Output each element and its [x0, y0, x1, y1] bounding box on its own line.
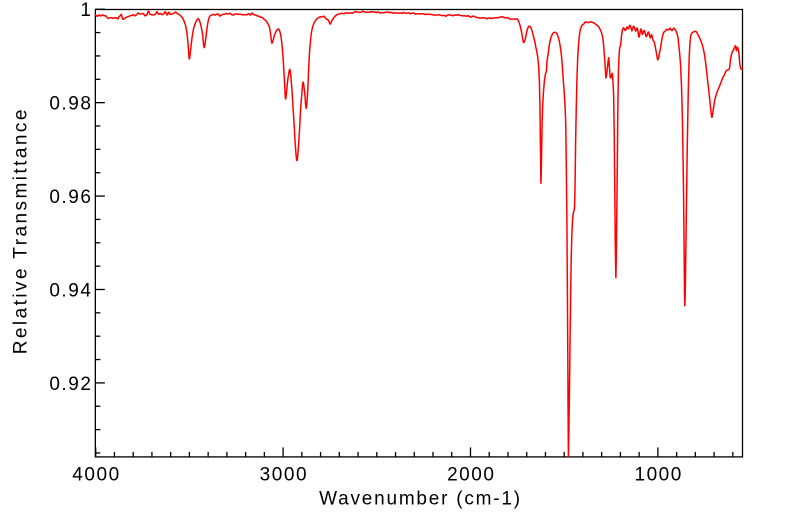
svg-text:4000: 4000	[72, 465, 120, 486]
svg-text:0.92: 0.92	[49, 374, 92, 395]
svg-text:Wavenumber (cm-1): Wavenumber (cm-1)	[319, 488, 522, 509]
svg-text:1: 1	[80, 0, 92, 21]
svg-text:3000: 3000	[260, 465, 308, 486]
svg-text:0.98: 0.98	[49, 94, 92, 115]
svg-text:2000: 2000	[447, 465, 495, 486]
svg-text:Relative Transmittance: Relative Transmittance	[11, 107, 32, 354]
svg-text:0.96: 0.96	[49, 187, 92, 208]
svg-text:0.94: 0.94	[49, 280, 92, 301]
svg-text:1000: 1000	[634, 465, 682, 486]
